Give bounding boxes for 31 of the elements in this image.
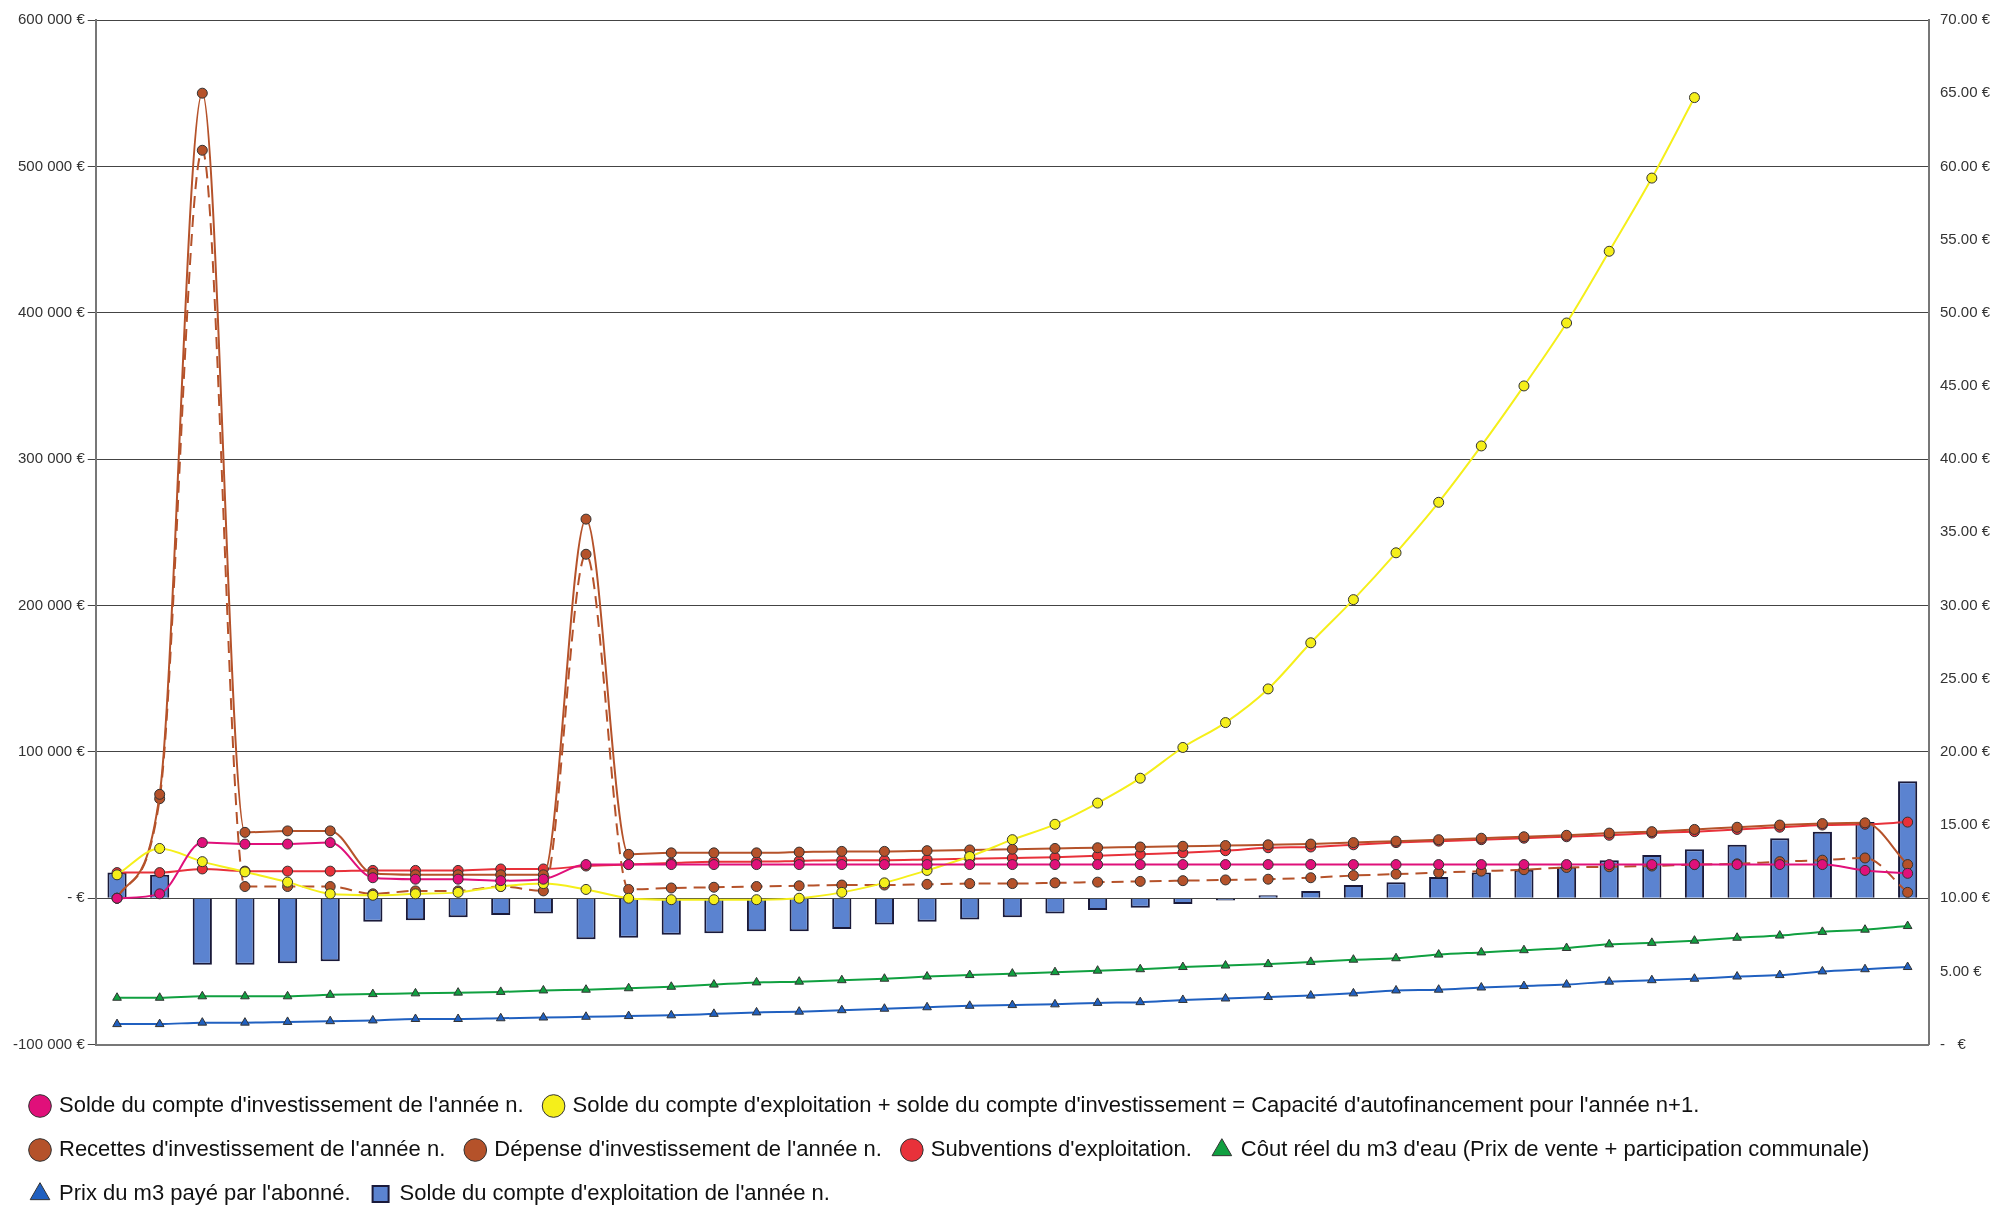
y2-tick-label: 15.00 € <box>1939 815 1991 833</box>
legend-label: Dépense d'investissement de l'année n. <box>494 1136 882 1162</box>
y-tick-label: 400 000 € <box>17 302 86 320</box>
y2-tick-label: 45.00 € <box>1939 376 1991 394</box>
legend-label: Prix du m3 payé par l'abonné. <box>59 1180 351 1206</box>
y-tick-label: -100 000 € <box>12 1034 86 1052</box>
legend-label: Recettes d'investissement de l'année n. <box>59 1136 446 1162</box>
y-tick-label: - € <box>67 888 86 906</box>
y-tick-label: 500 000 € <box>17 156 86 174</box>
y2-tick-label: 55.00 € <box>1939 229 1991 247</box>
legend-label: Solde du compte d'exploitation de l'année n. <box>399 1180 830 1206</box>
y2-tick-label: 20.00 € <box>1939 742 1991 759</box>
y-tick-label: 300 000 € <box>17 449 86 467</box>
y2-tick-label: 40.00 € <box>1939 449 1991 467</box>
y2-tick-label: 60.00 € <box>1939 156 1991 174</box>
y2-tick-label: 5.00 € <box>1939 961 1983 979</box>
y2-tick-label: 50.00 € <box>1939 302 1991 320</box>
y2-tick-label: 25.00 € <box>1939 668 1991 686</box>
y2-tick-label: 10.00 € <box>1939 888 1991 906</box>
legend-label: Côut réel du m3 d'eau (Prix de vente + participation communale) <box>1240 1136 1870 1162</box>
y-tick-label: 100 000 € <box>17 742 86 759</box>
y2-tick-label: 35.00 € <box>1939 522 1991 540</box>
legend-label: Solde du compte d'investissement de l'année n. <box>59 1092 524 1118</box>
y2-tick-label: 70.00 € <box>1939 10 1991 28</box>
y-tick-label: 200 000 € <box>17 595 86 613</box>
y2-tick-label: 65.00 € <box>1939 83 1991 101</box>
y2-tick-label: 30.00 € <box>1939 595 1991 613</box>
y-tick-label: 600 000 € <box>17 10 86 28</box>
y2-tick-label: - € <box>1939 1034 1967 1052</box>
legend-label: Subventions d'exploitation. <box>930 1136 1192 1162</box>
legend-label: Solde du compte d'exploitation + solde du compte d'investissement = Capacité d'autofinancement pour l'année n+1. <box>572 1092 1700 1118</box>
